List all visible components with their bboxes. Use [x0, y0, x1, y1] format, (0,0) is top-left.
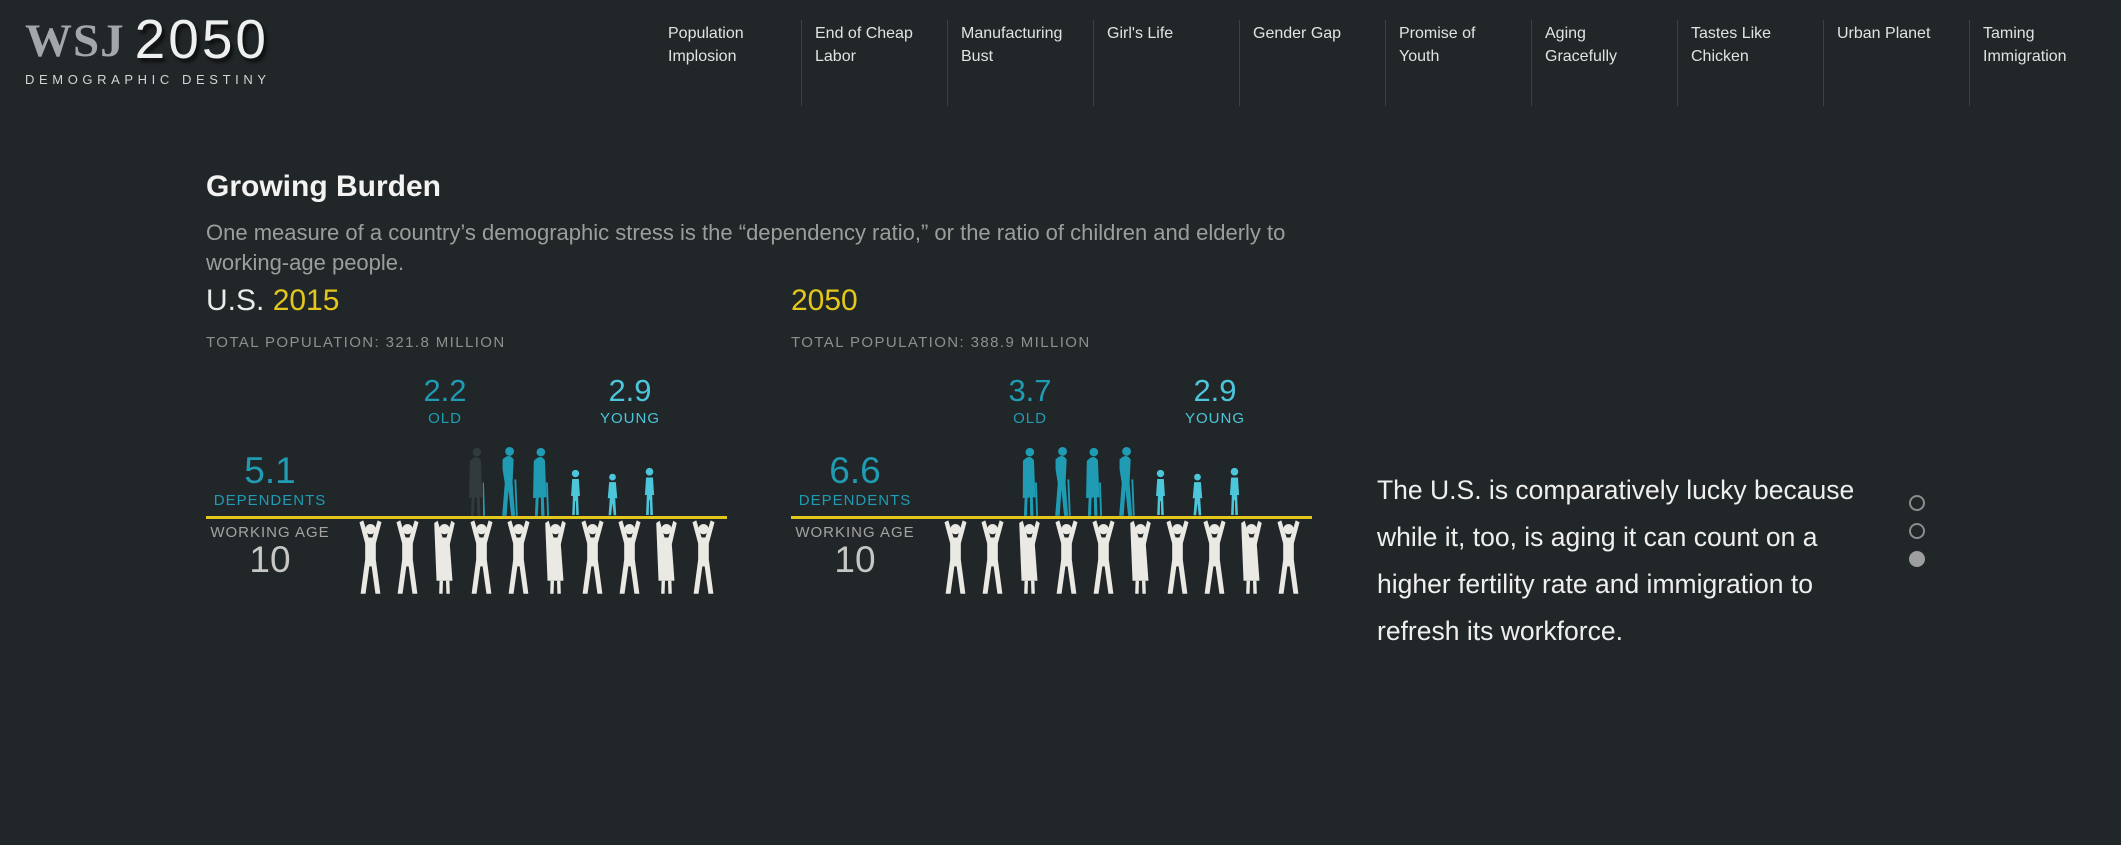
- nav-item-urban-planet[interactable]: Urban Planet: [1823, 20, 1969, 106]
- worker-figure: [941, 520, 970, 596]
- young-value: 2.9: [1193, 373, 1237, 408]
- nav-item-taming-immigration[interactable]: Taming Immigration: [1969, 20, 2115, 106]
- chart-title: U.S. 2015: [206, 284, 339, 318]
- chart-title: 2050: [791, 284, 858, 318]
- worker-figure: [615, 520, 644, 596]
- young-figure: [604, 472, 621, 518]
- brand-lockup: WSJ 2050: [25, 8, 271, 70]
- working-age-value: 10: [834, 539, 876, 580]
- brand-2050: 2050: [134, 8, 269, 70]
- dependents-stat: 5.1 DEPENDENTS: [195, 450, 345, 510]
- pagination-dot-1[interactable]: [1909, 495, 1925, 511]
- nav-item-end-of-cheap-labor[interactable]: End of Cheap Labor: [801, 20, 947, 106]
- dependents-value: 5.1: [244, 450, 296, 491]
- old-label: OLD: [1013, 410, 1047, 427]
- working-age-label: WORKING AGE: [210, 524, 330, 541]
- worker-figure: [1126, 520, 1155, 596]
- dependents-value: 6.6: [829, 450, 881, 491]
- dependents-figures-row: [462, 444, 658, 518]
- young-label: YOUNG: [1184, 410, 1245, 427]
- nav-item-girl-s-life[interactable]: Girl's Life: [1093, 20, 1239, 106]
- worker-figure: [356, 520, 385, 596]
- young-label: YOUNG: [599, 410, 660, 427]
- nav-item-population-implosion[interactable]: Population Implosion: [668, 25, 744, 65]
- old-figure: [462, 444, 488, 518]
- nav-item-gender-gap[interactable]: Gender Gap: [1239, 20, 1385, 106]
- old-figure: [1111, 444, 1137, 518]
- young-figure: [1152, 468, 1169, 518]
- total-population-label: TOTAL POPULATION: 388.9 MILLION: [791, 334, 1091, 351]
- old-stat: 3.7 OLD: [960, 373, 1100, 428]
- total-population-label: TOTAL POPULATION: 321.8 MILLION: [206, 334, 506, 351]
- dependents-stat: 6.6 DEPENDENTS: [780, 450, 930, 510]
- old-value: 3.7: [1008, 373, 1052, 408]
- nav-item-manufacturing-bust[interactable]: Manufacturing Bust: [947, 20, 1093, 106]
- chart-2015: U.S. 2015 TOTAL POPULATION: 321.8 MILLION…: [206, 278, 727, 610]
- old-stat: 2.2 OLD: [375, 373, 515, 428]
- worker-figure: [1237, 520, 1266, 596]
- old-figure: [494, 444, 520, 518]
- young-figure: [1189, 472, 1206, 518]
- old-label: OLD: [428, 410, 462, 427]
- worker-figure: [978, 520, 1007, 596]
- young-figure: [567, 468, 584, 518]
- young-stat: 2.9 YOUNG: [560, 373, 700, 428]
- dependents-figures-row: [1015, 444, 1243, 518]
- working-age-value: 10: [249, 539, 291, 580]
- worker-figure: [541, 520, 570, 596]
- pagination-dots: [1909, 495, 1925, 579]
- worker-figure: [1200, 520, 1229, 596]
- dependency-baseline: [791, 516, 1312, 519]
- worker-figure: [1274, 520, 1303, 596]
- worker-figure: [430, 520, 459, 596]
- worker-figure: [1163, 520, 1192, 596]
- pagination-dot-2[interactable]: [1909, 523, 1925, 539]
- dependency-baseline: [206, 516, 727, 519]
- brand-tagline: DEMOGRAPHIC DESTINY: [25, 71, 271, 87]
- old-figure: [1015, 444, 1041, 518]
- page-title: Growing Burden: [206, 170, 441, 204]
- young-figure: [1226, 466, 1243, 518]
- nav-item-tastes-like-chicken[interactable]: Tastes Like Chicken: [1677, 20, 1823, 106]
- page-subtitle: One measure of a country’s demographic s…: [206, 220, 1286, 275]
- chapter-nav: Population Implosion End of Cheap Labor Ma…: [655, 20, 2115, 106]
- worker-figure: [1089, 520, 1118, 596]
- worker-figure: [578, 520, 607, 596]
- old-value: 2.2: [423, 373, 467, 408]
- nav-item-aging-gracefully[interactable]: Aging Gracefully: [1531, 20, 1677, 106]
- dependents-label: DEPENDENTS: [798, 492, 912, 509]
- old-figure: [1047, 444, 1073, 518]
- young-stat: 2.9 YOUNG: [1145, 373, 1285, 428]
- working-age-label: WORKING AGE: [795, 524, 915, 541]
- wsj-logo: WSJ: [25, 14, 125, 67]
- young-value: 2.9: [608, 373, 652, 408]
- worker-figure: [393, 520, 422, 596]
- nav-item-promise-of-youth[interactable]: Promise of Youth: [1385, 20, 1531, 106]
- dependents-label: DEPENDENTS: [213, 492, 327, 509]
- chart-title-prefix: U.S.: [206, 284, 273, 317]
- chart-2050: 2050 TOTAL POPULATION: 388.9 MILLION 3.7 OL…: [791, 278, 1312, 610]
- slide-caption: The U.S. is comparatively lucky because …: [1377, 475, 1855, 646]
- worker-figure: [689, 520, 718, 596]
- old-figure: [1079, 444, 1105, 518]
- chart-title-year: 2015: [272, 284, 340, 317]
- worker-figure: [1015, 520, 1044, 596]
- young-figure: [641, 466, 658, 518]
- working-age-figures-row: [356, 520, 718, 596]
- chart-title-year: 2050: [791, 284, 858, 317]
- pagination-dot-3[interactable]: [1909, 551, 1925, 567]
- worker-figure: [1052, 520, 1081, 596]
- working-age-figures-row: [941, 520, 1303, 596]
- worker-figure: [504, 520, 533, 596]
- worker-figure: [652, 520, 681, 596]
- old-figure: [526, 444, 552, 518]
- worker-figure: [467, 520, 496, 596]
- brand-logo[interactable]: WSJ 2050 DEMOGRAPHIC DESTINY: [25, 8, 271, 87]
